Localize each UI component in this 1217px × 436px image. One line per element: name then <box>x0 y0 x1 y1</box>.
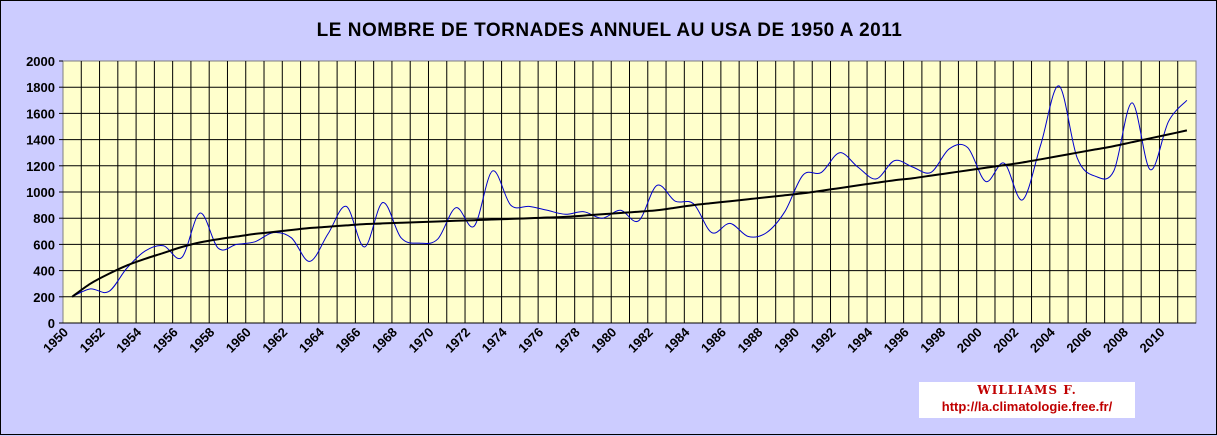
x-tick-label: 1960 <box>223 325 254 356</box>
x-tick-label: 1958 <box>186 325 217 356</box>
x-tick-label: 1970 <box>406 325 437 356</box>
y-tick-label: 1000 <box>26 185 55 200</box>
x-tick-label: 1976 <box>515 325 546 356</box>
y-tick-label: 400 <box>33 264 55 279</box>
y-tick-label: 200 <box>33 290 55 305</box>
y-tick-label: 1600 <box>26 106 55 121</box>
x-tick-label: 1968 <box>369 325 400 356</box>
x-tick-label: 1962 <box>259 325 290 356</box>
y-tick-label: 800 <box>33 211 55 226</box>
x-tick-label: 1954 <box>113 324 145 356</box>
x-tick-label: 2004 <box>1027 324 1059 356</box>
x-tick-label: 1994 <box>844 324 876 356</box>
x-tick-label: 1964 <box>296 324 328 356</box>
y-tick-label: 1400 <box>26 133 55 148</box>
x-tick-label: 1986 <box>698 325 729 356</box>
x-tick-label: 1956 <box>150 325 181 356</box>
x-tick-label: 1998 <box>917 325 948 356</box>
y-tick-label: 1200 <box>26 159 55 174</box>
x-tick-label: 2002 <box>990 325 1021 356</box>
x-tick-label: 2010 <box>1137 325 1168 356</box>
y-tick-label: 2000 <box>26 54 55 69</box>
x-tick-label: 1974 <box>479 324 511 356</box>
x-tick-label: 1952 <box>77 325 108 356</box>
x-tick-label: 1992 <box>808 325 839 356</box>
x-tick-label: 2008 <box>1100 325 1131 356</box>
x-tick-label: 1972 <box>442 325 473 356</box>
x-tick-label: 1984 <box>661 324 693 356</box>
y-axis: 0 200 400 600 800 1000 1200 1400 1600 1800 2000 <box>26 54 63 331</box>
x-tick-label: 2006 <box>1063 325 1094 356</box>
y-tick-label: 1800 <box>26 80 55 95</box>
x-tick-label: 1990 <box>771 325 802 356</box>
x-tick-label: 1982 <box>625 325 656 356</box>
y-tick-label: 600 <box>33 237 55 252</box>
x-tick-label: 1980 <box>588 325 619 356</box>
x-tick-label: 1950 <box>40 325 71 356</box>
y-tick-label: 0 <box>48 316 55 331</box>
x-tick-label: 2000 <box>954 325 985 356</box>
x-tick-label: 1996 <box>881 325 912 356</box>
watermark-author: WILLIAMS F. <box>919 383 1135 397</box>
watermark-url[interactable]: http://la.climatologie.free.fr/ <box>919 399 1135 414</box>
x-tick-label: 1966 <box>332 325 363 356</box>
x-tick-label: 1978 <box>552 325 583 356</box>
watermark: WILLIAMS F. http://la.climatologie.free.… <box>919 382 1135 418</box>
x-tick-label: 1988 <box>734 325 765 356</box>
